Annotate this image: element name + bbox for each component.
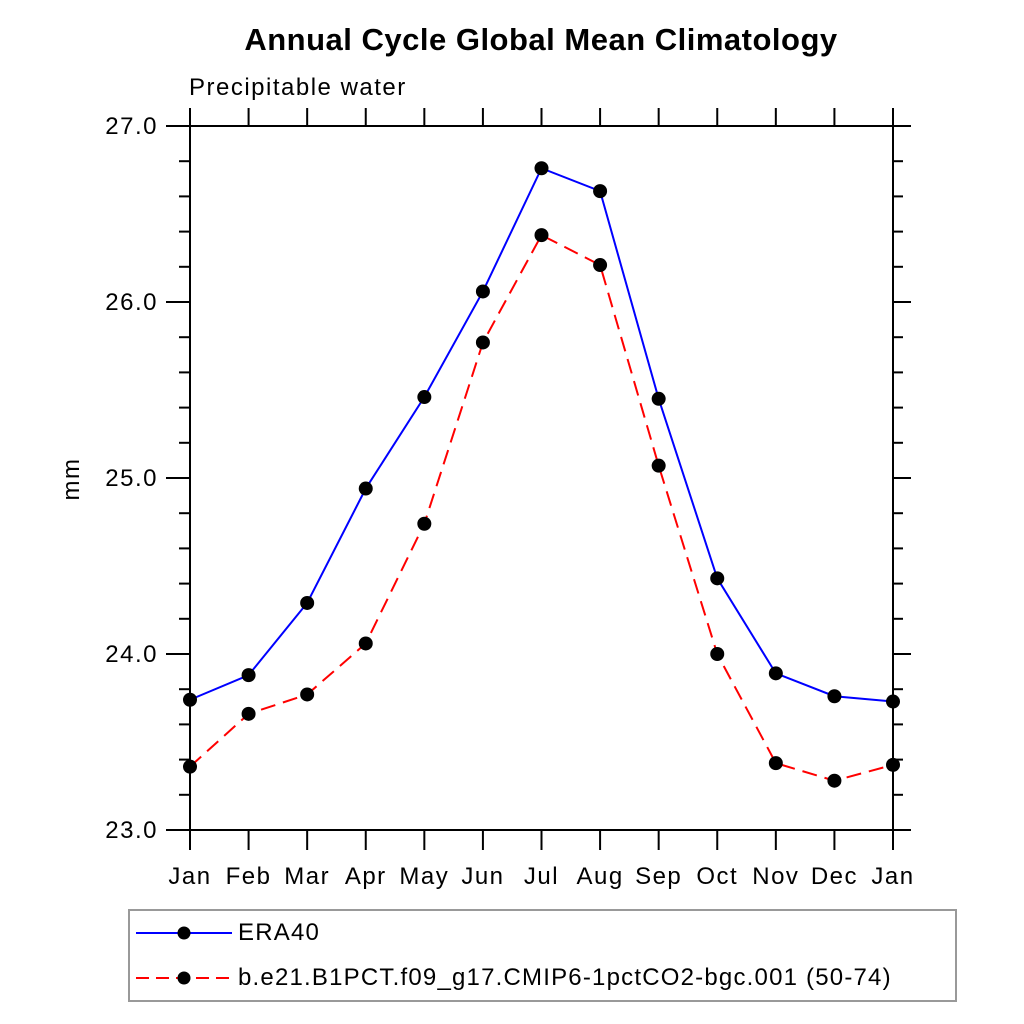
data-point-marker xyxy=(300,595,315,610)
data-point-marker xyxy=(417,390,432,405)
x-tick-label: Nov xyxy=(752,863,799,890)
x-tick-label: Oct xyxy=(696,863,738,890)
y-tick-label: 27.0 xyxy=(105,113,158,140)
x-tick-label: May xyxy=(399,863,449,890)
y-tick-label: 23.0 xyxy=(105,817,158,844)
x-ticks: Jan Feb Mar Apr May Jun Jul Aug Sep Oct Nov Dec Jan xyxy=(168,108,914,890)
x-tick-label: Jan xyxy=(168,863,211,890)
data-point-marker xyxy=(417,516,432,531)
data-point-marker xyxy=(827,773,842,788)
chart-title: Annual Cycle Global Mean Climatology xyxy=(244,22,838,57)
data-point-marker xyxy=(241,706,256,721)
x-tick-label: Dec xyxy=(811,863,858,890)
legend-sample-marker xyxy=(177,926,191,940)
x-tick-label: Jan xyxy=(871,863,914,890)
series-dashed xyxy=(183,228,900,788)
data-point-marker xyxy=(534,161,549,176)
legend: ERA40 b.e21.B1PCT.f09_g17.CMIP6-1pctCO2-b… xyxy=(128,909,957,1002)
data-point-marker xyxy=(886,757,900,772)
legend-row: ERA40 xyxy=(130,913,955,953)
legend-row: b.e21.B1PCT.f09_g17.CMIP6-1pctCO2-bgc.00… xyxy=(130,958,955,998)
legend-label: b.e21.B1PCT.f09_g17.CMIP6-1pctCO2-bgc.00… xyxy=(238,963,892,991)
data-point-marker xyxy=(300,687,315,702)
y-tick-label: 25.0 xyxy=(105,465,158,492)
x-tick-label: Feb xyxy=(226,863,272,890)
data-point-marker xyxy=(241,668,256,683)
data-point-marker xyxy=(358,481,373,496)
axes-frame xyxy=(167,108,911,850)
x-tick-label: Apr xyxy=(345,863,387,890)
x-tick-label: Jul xyxy=(524,863,559,890)
x-tick-label: Sep xyxy=(635,863,682,890)
series-solid xyxy=(183,161,900,709)
data-point-marker xyxy=(593,184,608,199)
y-tick-label: 24.0 xyxy=(105,641,158,668)
x-tick-label: Mar xyxy=(284,863,330,890)
data-point-marker xyxy=(183,692,197,707)
legend-label: ERA40 xyxy=(238,919,321,947)
legend-line-sample xyxy=(136,971,232,985)
legend-sample-marker xyxy=(177,971,191,985)
data-point-marker xyxy=(183,759,197,774)
x-tick-label: Jun xyxy=(461,863,504,890)
y-axis-title: mm xyxy=(58,457,85,501)
data-point-marker xyxy=(651,391,666,406)
data-point-marker xyxy=(886,694,900,709)
y-ticks: 23.0 24.0 25.0 26.0 27.0 xyxy=(105,113,911,844)
data-point-marker xyxy=(475,335,490,350)
chart-subtitle: Precipitable water xyxy=(189,74,407,101)
data-point-marker xyxy=(768,756,783,771)
data-point-marker xyxy=(651,458,666,473)
x-tick-label: Aug xyxy=(576,863,623,890)
series-line xyxy=(189,233,894,782)
data-point-marker xyxy=(358,636,373,651)
data-point-marker xyxy=(710,647,725,661)
data-point-marker xyxy=(827,689,842,704)
data-point-marker xyxy=(710,571,725,586)
y-tick-label: 26.0 xyxy=(105,289,158,316)
data-point-marker xyxy=(593,258,608,273)
data-point-marker xyxy=(768,666,783,681)
legend-line-sample xyxy=(136,926,232,940)
data-point-marker xyxy=(475,284,490,299)
data-point-marker xyxy=(534,228,549,243)
series-line xyxy=(189,166,894,703)
